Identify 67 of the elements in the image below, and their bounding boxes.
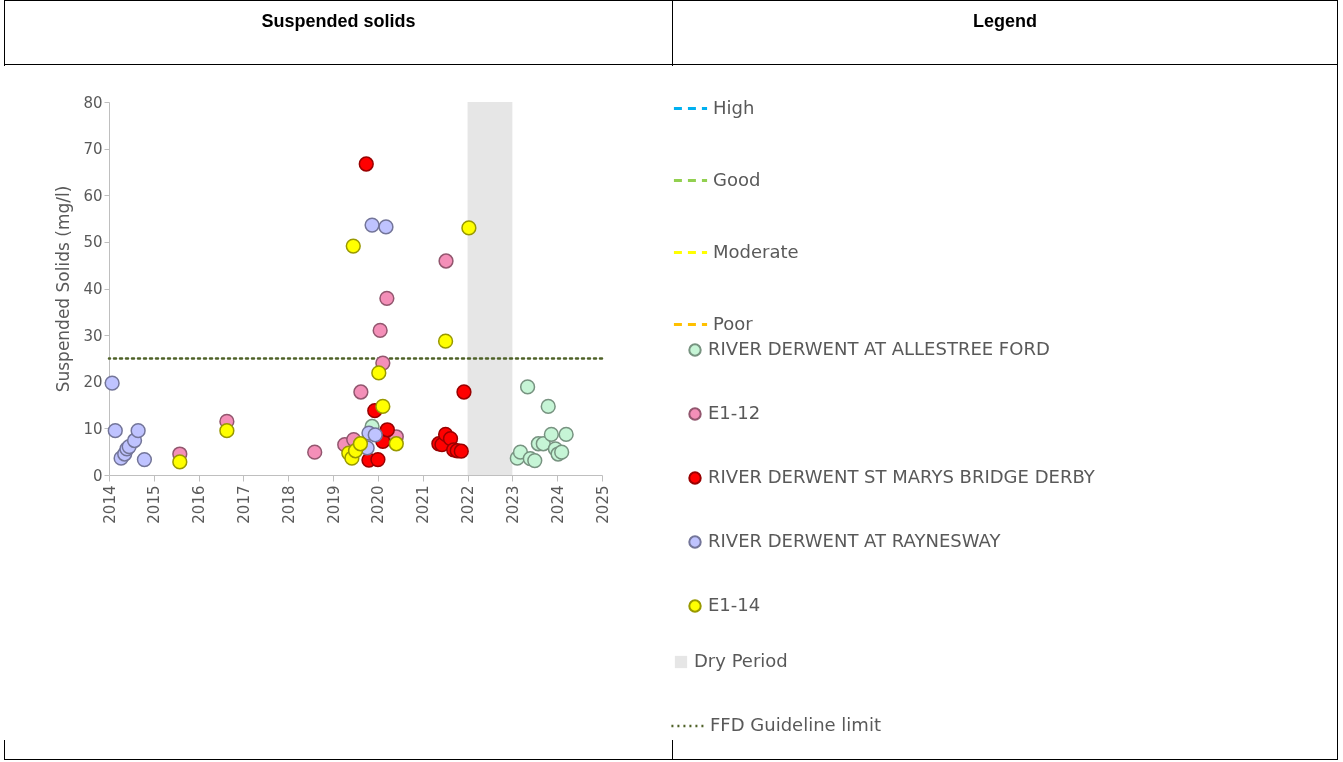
point	[372, 322, 388, 339]
legend-label: Good	[713, 168, 761, 190]
point	[353, 384, 369, 400]
point	[130, 423, 146, 439]
point	[136, 451, 153, 468]
legend-label: Dry Period	[694, 650, 788, 671]
x-tick-label: 2018	[279, 485, 298, 524]
legend-label: Moderate	[713, 240, 799, 262]
point	[370, 451, 386, 468]
x-tick-label: 2015	[145, 485, 164, 524]
point	[364, 217, 380, 233]
y-tick-label: 80	[83, 93, 103, 112]
x-tick-label: 2022	[459, 485, 478, 524]
x-tick-label: 2021	[414, 485, 433, 524]
y-axis-title: Suspended Solids (mg/l)	[53, 185, 74, 393]
legend-label: RIVER DERWENT AT RAYNESWAY	[708, 530, 1002, 551]
legend-title: Legend	[672, 0, 1338, 65]
y-tick-label: 30	[83, 326, 103, 345]
x-tick-label: 2019	[324, 485, 343, 524]
y-tick-label: 20	[83, 373, 103, 392]
point	[527, 452, 543, 469]
x-tick-label: 2016	[190, 485, 209, 524]
point	[558, 426, 574, 443]
point	[172, 454, 188, 470]
y-tick-label: 70	[83, 140, 103, 159]
x-tick-label: 2024	[548, 485, 567, 524]
legend-label: RIVER DERWENT ST MARYS BRIDGE DERBY	[708, 466, 1096, 487]
legend-label: RIVER DERWENT AT ALLESTREE FORD	[708, 338, 1050, 359]
point	[378, 219, 394, 235]
point	[453, 443, 469, 459]
legend-label: High	[713, 96, 755, 118]
point	[554, 444, 570, 460]
x-tick-label: 2023	[503, 485, 522, 524]
point	[104, 375, 120, 391]
point	[461, 220, 477, 236]
y-tick-label: 10	[83, 419, 103, 438]
point	[379, 290, 395, 306]
y-tick-label: 0	[92, 466, 103, 485]
point	[345, 238, 361, 254]
point	[307, 444, 323, 460]
y-tick-label: 40	[83, 280, 103, 298]
point	[375, 398, 391, 415]
point	[219, 423, 235, 439]
point	[379, 422, 395, 438]
point	[367, 427, 383, 443]
legend-label: E1-14	[708, 594, 761, 615]
point	[107, 423, 123, 439]
x-tick-label: 2025	[593, 485, 612, 524]
legend-label: Poor	[713, 312, 754, 334]
y-tick-label: 60	[83, 186, 103, 205]
point	[388, 436, 404, 452]
point	[540, 398, 556, 415]
legend-label: FFD Guideline limit	[710, 714, 881, 735]
point	[438, 253, 454, 269]
point	[437, 333, 454, 349]
x-tick-label: 2020	[369, 485, 388, 524]
point	[543, 426, 559, 443]
y-tick-label: 50	[83, 233, 103, 252]
point	[352, 436, 369, 452]
point	[519, 379, 536, 395]
point	[358, 156, 374, 172]
chart-title: Suspended solids	[4, 0, 673, 65]
x-tick-label: 2014	[100, 485, 119, 524]
legend-label: E1-12	[708, 402, 761, 423]
x-tick-label: 2017	[234, 485, 253, 524]
point	[371, 365, 387, 381]
point	[456, 384, 472, 400]
